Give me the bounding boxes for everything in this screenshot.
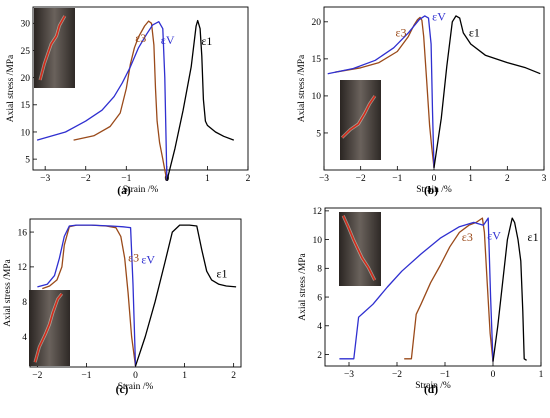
curve-label: ε1 bbox=[469, 26, 480, 40]
series-line-e1 bbox=[166, 19, 235, 182]
series-line-e3 bbox=[73, 20, 168, 182]
y-tick-label: 20 bbox=[21, 74, 31, 84]
curve-label: ε3 bbox=[135, 31, 146, 45]
curve-label: ε1 bbox=[528, 230, 539, 244]
x-tick-label: 0 bbox=[491, 370, 496, 380]
y-tick-label: 4 bbox=[22, 333, 27, 343]
y-tick-label: 12 bbox=[313, 207, 323, 217]
series-line-ev bbox=[37, 224, 137, 367]
x-tick-label: −3 bbox=[344, 370, 354, 380]
curve-label: εV bbox=[432, 9, 446, 23]
x-tick-label: −2 bbox=[32, 371, 42, 381]
y-tick-label: 8 bbox=[22, 298, 27, 308]
x-tick-label: −1 bbox=[81, 371, 91, 381]
plot-frame bbox=[324, 207, 542, 367]
x-tick-label: 1 bbox=[468, 174, 473, 184]
x-tick-label: 0 bbox=[133, 371, 138, 381]
curve-label: ε3 bbox=[396, 26, 407, 40]
crack-trace bbox=[39, 15, 66, 81]
crack-trace bbox=[34, 293, 63, 363]
x-tick-label: −1 bbox=[121, 174, 131, 184]
series-line-e1 bbox=[134, 224, 237, 367]
x-tick-label: −1 bbox=[392, 174, 402, 184]
panel-label: (c) bbox=[116, 384, 129, 396]
series-line-e1 bbox=[492, 217, 527, 362]
x-tick-label: −2 bbox=[356, 174, 366, 184]
crack-trace bbox=[341, 95, 376, 139]
crack-trace bbox=[342, 215, 376, 281]
rock-sample-photo bbox=[29, 290, 70, 366]
y-tick-label: 30 bbox=[21, 20, 31, 30]
x-tick-label: 1 bbox=[182, 371, 187, 381]
x-tick-label: −2 bbox=[392, 370, 402, 380]
x-tick-label: 2 bbox=[231, 371, 236, 381]
x-tick-label: 2 bbox=[505, 174, 510, 184]
x-axis-label: Strain /% bbox=[118, 382, 154, 392]
y-axis-label: Axial stress /MPa bbox=[3, 258, 13, 326]
y-tick-label: 15 bbox=[312, 55, 322, 65]
x-tick-label: 2 bbox=[246, 174, 251, 184]
y-tick-label: 10 bbox=[21, 128, 31, 138]
y-tick-label: 5 bbox=[25, 155, 30, 165]
rock-sample-photo bbox=[340, 80, 381, 160]
plot-frame bbox=[32, 6, 249, 171]
series-line-e3 bbox=[334, 16, 435, 168]
x-tick-label: −1 bbox=[440, 370, 450, 380]
x-tick-label: 1 bbox=[539, 370, 544, 380]
y-axis-label: Axial stress /MPa bbox=[297, 54, 307, 122]
chart-panel-b: −3 −2 −1 0 1 2 3 5 10 15 20 Strain /% Axial stress /… bbox=[297, 6, 547, 197]
y-tick-label: 2 bbox=[317, 351, 322, 361]
x-tick-label: −2 bbox=[81, 174, 91, 184]
x-axis-label: Strain /% bbox=[123, 185, 159, 195]
x-axis-label: Strain /% bbox=[415, 381, 451, 391]
panel-label: (d) bbox=[424, 384, 438, 396]
curve-label: ε3 bbox=[462, 230, 473, 244]
y-axis-label: Axial stress /MPa bbox=[6, 54, 16, 122]
x-tick-label: −3 bbox=[319, 174, 329, 184]
y-tick-label: 10 bbox=[312, 92, 322, 102]
y-tick-label: 6 bbox=[317, 293, 322, 303]
y-tick-label: 20 bbox=[312, 18, 322, 28]
curve-label: εV bbox=[141, 252, 155, 266]
panel-label: (b) bbox=[424, 185, 438, 197]
rock-sample-photo bbox=[339, 212, 381, 286]
y-axis-label: Axial stress /MPa bbox=[298, 252, 308, 320]
curve-label: ε1 bbox=[216, 266, 227, 280]
y-tick-label: 12 bbox=[18, 263, 28, 273]
x-tick-label: 3 bbox=[542, 174, 547, 184]
y-tick-label: 16 bbox=[18, 228, 28, 238]
curve-label: ε1 bbox=[201, 34, 212, 48]
curve-label: ε3 bbox=[128, 251, 139, 265]
curve-label: εV bbox=[487, 229, 501, 243]
y-tick-label: 5 bbox=[316, 129, 321, 139]
x-tick-label: 1 bbox=[205, 174, 210, 184]
y-tick-label: 4 bbox=[317, 322, 322, 332]
series-line-ev bbox=[327, 15, 435, 168]
y-tick-label: 25 bbox=[21, 47, 31, 57]
x-tick-label: 0 bbox=[432, 174, 437, 184]
x-axis-label: Strain /% bbox=[416, 185, 452, 195]
panel-label: (a) bbox=[117, 185, 131, 197]
y-tick-label: 10 bbox=[313, 236, 323, 246]
series-line-e1 bbox=[433, 15, 541, 168]
curve-label: εV bbox=[161, 33, 175, 47]
rock-sample-photo bbox=[34, 8, 75, 88]
series-line-e3 bbox=[404, 217, 494, 362]
x-tick-label: −3 bbox=[40, 174, 50, 184]
series-line-ev bbox=[36, 21, 168, 181]
series-line-ev bbox=[339, 217, 494, 362]
y-tick-label: 8 bbox=[317, 265, 322, 275]
y-tick-label: 15 bbox=[21, 101, 31, 111]
